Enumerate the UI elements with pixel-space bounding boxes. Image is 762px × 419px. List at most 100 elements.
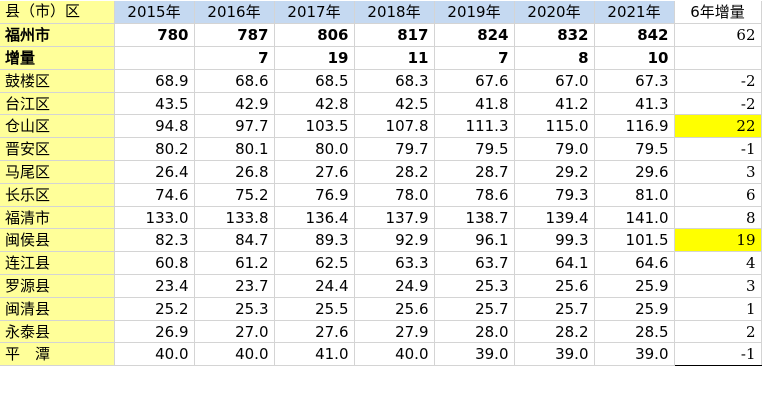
value-cell[interactable]: 27.9 — [354, 320, 435, 344]
value-cell[interactable]: 28.7 — [434, 160, 515, 184]
value-cell[interactable]: 78.0 — [354, 183, 435, 207]
value-cell[interactable]: 40.0 — [354, 342, 435, 367]
value-cell[interactable]: 25.6 — [514, 274, 595, 298]
value-cell[interactable]: 80.0 — [274, 137, 355, 162]
value-cell[interactable]: 25.9 — [594, 274, 675, 298]
increase-cell[interactable]: -2 — [673, 92, 762, 116]
value-cell[interactable]: 133.0 — [114, 206, 195, 230]
value-cell[interactable]: 43.5 — [114, 92, 195, 116]
value-cell[interactable]: 64.6 — [594, 251, 675, 276]
value-cell[interactable]: 23.4 — [114, 274, 195, 298]
row-label-cell[interactable]: 福清市 — [0, 206, 115, 230]
increase-cell[interactable]: -1 — [673, 342, 762, 367]
value-cell[interactable]: 27.0 — [194, 320, 275, 344]
value-cell[interactable]: 25.3 — [434, 274, 515, 298]
value-cell[interactable]: 27.6 — [274, 320, 355, 344]
value-cell[interactable]: 68.9 — [114, 69, 195, 93]
increase-cell-highlighted[interactable]: 19 — [673, 228, 762, 253]
value-cell[interactable]: 76.9 — [274, 183, 355, 207]
value-cell[interactable]: 26.4 — [114, 160, 195, 184]
value-cell[interactable]: 80.1 — [194, 137, 275, 162]
value-cell[interactable]: 25.5 — [274, 297, 355, 321]
value-cell[interactable]: 101.5 — [594, 228, 675, 253]
value-cell[interactable]: 75.2 — [194, 183, 275, 207]
value-cell[interactable]: 79.5 — [434, 137, 515, 162]
value-cell[interactable]: 94.8 — [114, 114, 195, 139]
value-cell[interactable]: 25.6 — [354, 297, 435, 321]
value-cell[interactable]: 29.2 — [514, 160, 595, 184]
row-label-cell[interactable]: 连江县 — [0, 251, 115, 276]
value-cell[interactable] — [114, 46, 195, 70]
value-cell[interactable]: 26.8 — [194, 160, 275, 184]
value-cell[interactable]: 817 — [354, 23, 435, 48]
value-cell[interactable]: 28.2 — [354, 160, 435, 184]
value-cell[interactable]: 116.9 — [594, 114, 675, 139]
header-year-cell[interactable]: 2018年 — [354, 1, 435, 25]
value-cell[interactable]: 139.4 — [514, 206, 595, 230]
value-cell[interactable]: 25.2 — [114, 297, 195, 321]
header-district-cell[interactable]: 县（市）区 — [0, 1, 115, 25]
row-label-cell[interactable]: 鼓楼区 — [0, 69, 115, 93]
row-label-cell[interactable]: 平 潭 — [0, 342, 115, 367]
value-cell[interactable]: 63.7 — [434, 251, 515, 276]
header-year-cell[interactable]: 2020年 — [514, 1, 595, 25]
value-cell[interactable]: 832 — [514, 23, 595, 48]
value-cell[interactable]: 81.0 — [594, 183, 675, 207]
value-cell[interactable]: 39.0 — [594, 342, 675, 367]
value-cell[interactable]: 138.7 — [434, 206, 515, 230]
value-cell[interactable]: 96.1 — [434, 228, 515, 253]
value-cell[interactable]: 25.7 — [514, 297, 595, 321]
increase-cell[interactable]: 1 — [673, 297, 762, 321]
value-cell[interactable]: 41.0 — [274, 342, 355, 367]
row-label-cell[interactable]: 增量 — [0, 46, 115, 70]
value-cell[interactable]: 82.3 — [114, 228, 195, 253]
value-cell[interactable]: 28.2 — [514, 320, 595, 344]
header-year-cell[interactable]: 2016年 — [194, 1, 275, 25]
value-cell[interactable]: 67.3 — [594, 69, 675, 93]
value-cell[interactable]: 68.6 — [194, 69, 275, 93]
value-cell[interactable]: 133.8 — [194, 206, 275, 230]
row-label-cell[interactable]: 台江区 — [0, 92, 115, 116]
value-cell[interactable]: 67.0 — [514, 69, 595, 93]
row-label-cell[interactable]: 福州市 — [0, 23, 115, 48]
value-cell[interactable]: 42.8 — [274, 92, 355, 116]
value-cell[interactable]: 7 — [434, 46, 515, 70]
value-cell[interactable]: 41.3 — [594, 92, 675, 116]
value-cell[interactable]: 29.6 — [594, 160, 675, 184]
value-cell[interactable]: 92.9 — [354, 228, 435, 253]
value-cell[interactable]: 28.5 — [594, 320, 675, 344]
increase-cell[interactable]: 4 — [673, 251, 762, 276]
value-cell[interactable]: 25.9 — [594, 297, 675, 321]
row-label-cell[interactable]: 闽侯县 — [0, 228, 115, 253]
value-cell[interactable]: 60.8 — [114, 251, 195, 276]
value-cell[interactable]: 99.3 — [514, 228, 595, 253]
value-cell[interactable]: 97.7 — [194, 114, 275, 139]
row-label-cell[interactable]: 永泰县 — [0, 320, 115, 344]
value-cell[interactable]: 79.7 — [354, 137, 435, 162]
header-year-cell[interactable]: 2019年 — [434, 1, 515, 25]
value-cell[interactable]: 89.3 — [274, 228, 355, 253]
header-year-cell[interactable]: 2015年 — [114, 1, 195, 25]
value-cell[interactable]: 80.2 — [114, 137, 195, 162]
value-cell[interactable]: 42.9 — [194, 92, 275, 116]
value-cell[interactable]: 780 — [114, 23, 195, 48]
value-cell[interactable]: 19 — [274, 46, 355, 70]
value-cell[interactable]: 41.8 — [434, 92, 515, 116]
value-cell[interactable]: 824 — [434, 23, 515, 48]
value-cell[interactable]: 8 — [514, 46, 595, 70]
value-cell[interactable]: 64.1 — [514, 251, 595, 276]
increase-cell[interactable]: 6 — [673, 183, 762, 207]
row-label-cell[interactable]: 马尾区 — [0, 160, 115, 184]
value-cell[interactable]: 24.4 — [274, 274, 355, 298]
value-cell[interactable]: 24.9 — [354, 274, 435, 298]
value-cell[interactable]: 68.3 — [354, 69, 435, 93]
row-label-cell[interactable]: 晋安区 — [0, 137, 115, 162]
increase-cell[interactable]: 8 — [673, 206, 762, 230]
value-cell[interactable]: 141.0 — [594, 206, 675, 230]
value-cell[interactable]: 136.4 — [274, 206, 355, 230]
value-cell[interactable]: 79.3 — [514, 183, 595, 207]
value-cell[interactable]: 842 — [594, 23, 675, 48]
value-cell[interactable]: 79.5 — [594, 137, 675, 162]
value-cell[interactable]: 74.6 — [114, 183, 195, 207]
value-cell[interactable]: 42.5 — [354, 92, 435, 116]
